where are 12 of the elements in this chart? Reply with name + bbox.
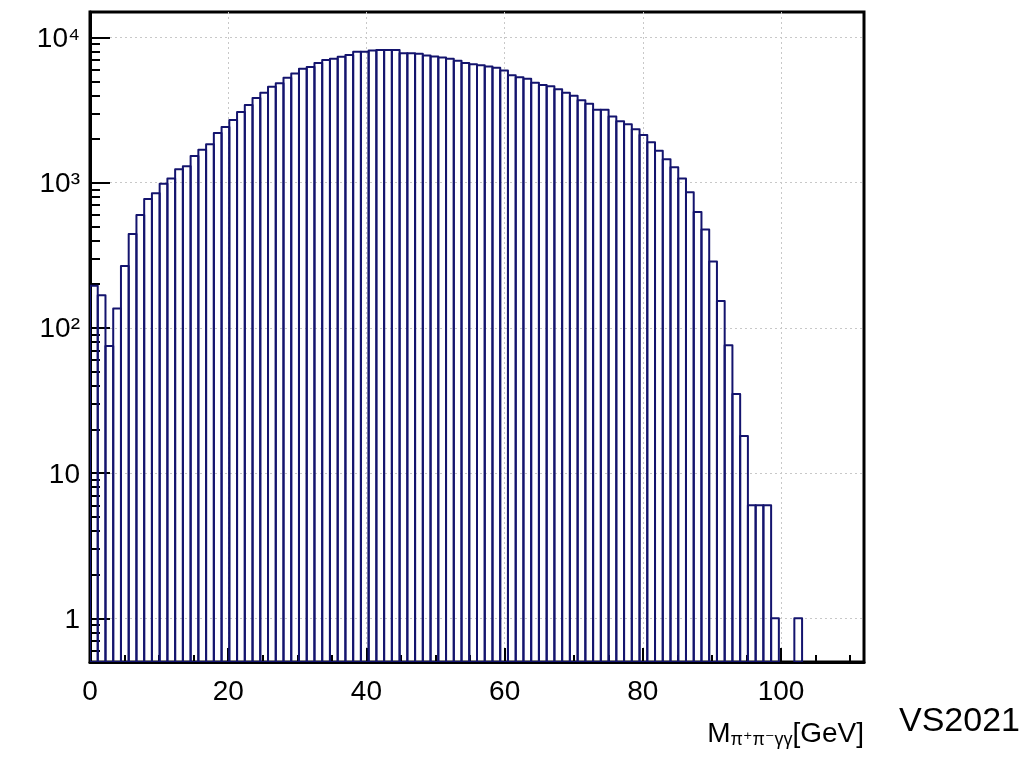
x-tick-label: 0 (82, 674, 98, 706)
x-tick-label: 60 (489, 674, 521, 706)
x-tick-label: 40 (350, 674, 383, 706)
y-tick-label: 1 (64, 602, 80, 634)
y-tick-label: 10³ (39, 167, 80, 199)
x-tick-label: 80 (627, 674, 659, 706)
y-tick-label: 10⁴ (36, 22, 80, 54)
x-tick-label: 100 (757, 674, 805, 706)
x-tick-label: 20 (212, 674, 244, 706)
y-tick-label: 10 (48, 457, 80, 489)
text: VS2021 (899, 700, 1021, 738)
y-tick-label: 10² (39, 312, 80, 344)
